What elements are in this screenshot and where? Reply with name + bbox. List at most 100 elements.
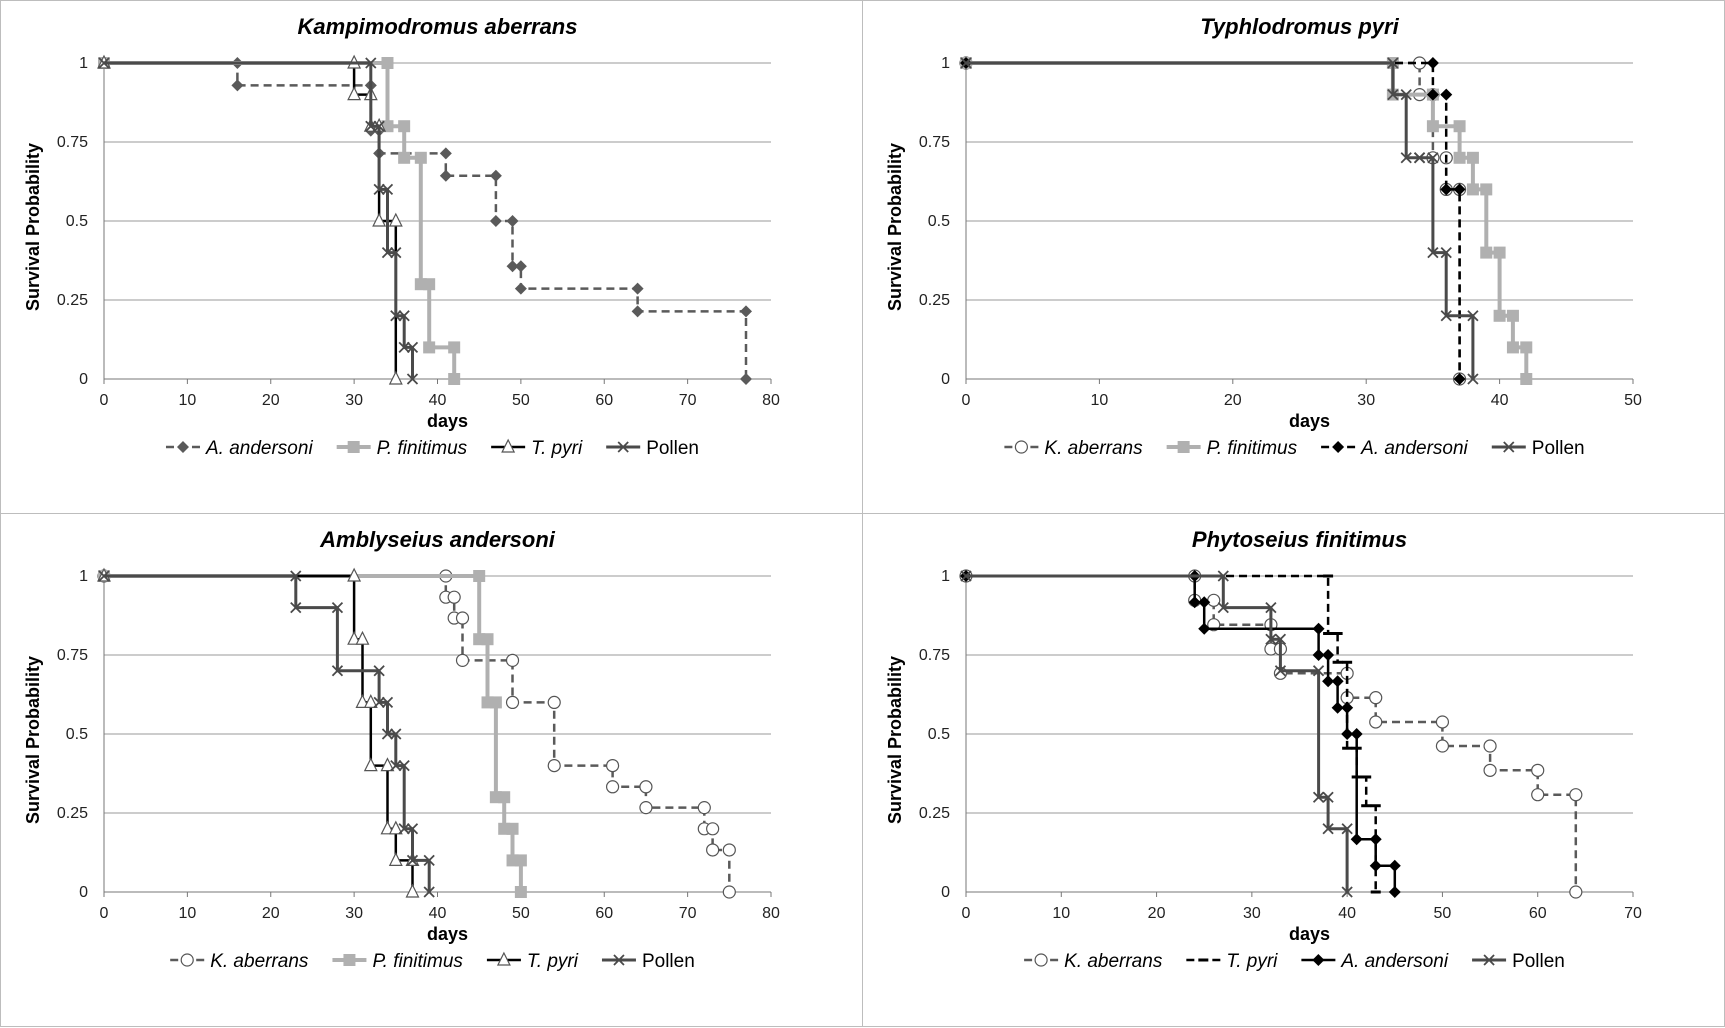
data-point: [290, 601, 302, 614]
data-point: [373, 120, 385, 132]
data-point: [1453, 183, 1466, 196]
data-point: [1322, 675, 1335, 688]
data-point: [1483, 763, 1497, 777]
y-tick-label: 0: [79, 884, 88, 901]
data-point: [380, 820, 395, 835]
x-tick-label: 50: [1434, 905, 1452, 922]
data-point: [373, 696, 385, 709]
legend-label: A. andersoni: [1340, 951, 1448, 972]
chart-panel-phytoseius-finitimus: Phytoseius finitimus 0 0.25 0.5 0.75 1 0 10 20 30…: [862, 513, 1725, 1027]
data-point: [423, 278, 436, 291]
data-point: [1341, 728, 1354, 740]
data-point: [489, 696, 502, 709]
data-point: [1453, 373, 1466, 385]
data-point: [506, 822, 519, 835]
y-tick-label: 0.75: [919, 134, 950, 151]
y-tick-label: 0.25: [57, 805, 88, 822]
data-point: [489, 169, 502, 182]
data-point: [505, 695, 520, 709]
legend: K. aberrans P. finitimus T. pyri Pollen: [170, 951, 695, 972]
data-point: [697, 801, 711, 815]
chart-panel-typhlodromus-pyri: Typhlodromus pyri 0 0.25 0.5 0.75 1 0 10 20 30 40 5…: [862, 0, 1725, 514]
x-tick-label: 0: [962, 905, 971, 922]
series-p-finitimus: [98, 570, 527, 898]
x-axis-label: days: [427, 924, 468, 944]
data-point: [388, 852, 403, 866]
data-point: [1312, 791, 1325, 803]
data-point: [380, 757, 395, 772]
x-tick-label: 50: [512, 392, 530, 409]
data-point: [1440, 246, 1452, 259]
data-point: [439, 147, 452, 160]
data-point: [388, 370, 403, 385]
y-tick-label: 0.75: [57, 134, 88, 151]
y-tick-label: 0.25: [919, 805, 950, 822]
data-point: [498, 791, 511, 804]
data-point: [1188, 596, 1201, 609]
data-point: [1341, 701, 1354, 714]
data-point: [1387, 88, 1399, 101]
x-tick-label: 30: [1243, 905, 1261, 922]
data-point: [347, 567, 362, 582]
data-point: [398, 823, 410, 835]
data-point: [631, 305, 644, 318]
x-tick-label: 70: [679, 392, 697, 409]
data-point: [390, 246, 402, 259]
data-point: [455, 611, 470, 625]
chart-title: Typhlodromus pyri: [1200, 14, 1399, 39]
legend-marker: [501, 438, 516, 453]
data-point: [423, 341, 436, 354]
data-point: [388, 820, 403, 835]
data-point: [355, 630, 370, 645]
data-point: [1427, 152, 1439, 164]
legend-marker: [496, 951, 511, 966]
data-point: [1506, 341, 1519, 354]
legend-label: K. aberrans: [1044, 438, 1143, 459]
data-point: [1453, 120, 1466, 133]
x-tick-label: 70: [1624, 905, 1642, 922]
x-tick-label: 40: [1491, 392, 1509, 409]
data-point: [473, 570, 486, 582]
x-tick-label: 80: [762, 392, 780, 409]
data-point: [414, 151, 427, 164]
x-tick-label: 10: [1091, 392, 1109, 409]
x-tick-label: 0: [100, 905, 109, 922]
data-point: [447, 590, 461, 604]
x-tick-label: 30: [345, 905, 363, 922]
data-point: [390, 759, 402, 772]
data-point: [506, 260, 519, 273]
y-tick-label: 1: [941, 55, 950, 72]
data-point: [639, 801, 653, 815]
legend-marker: [176, 441, 189, 453]
y-tick-label: 1: [79, 55, 88, 72]
data-point: [1322, 791, 1334, 803]
data-point: [381, 696, 394, 709]
data-point: [381, 246, 394, 259]
x-tick-label: 0: [100, 392, 109, 409]
data-point: [448, 373, 461, 385]
data-point: [1435, 739, 1450, 753]
data-point: [1198, 596, 1211, 609]
y-tick-label: 0: [941, 371, 950, 388]
x-tick-label: 0: [962, 392, 971, 409]
x-tick-label: 10: [178, 905, 196, 922]
data-point: [514, 886, 527, 898]
data-point: [1569, 788, 1583, 802]
data-point: [1322, 823, 1334, 835]
legend-label: Pollen: [642, 951, 695, 972]
data-point: [423, 854, 435, 867]
y-tick-label: 1: [79, 568, 88, 585]
y-axis-label: Survival Probability: [23, 656, 43, 824]
data-point: [373, 665, 385, 677]
y-tick-label: 0.75: [57, 647, 88, 664]
data-point: [605, 759, 620, 773]
data-point: [98, 570, 110, 582]
data-point: [1453, 151, 1466, 164]
data-point: [1467, 373, 1479, 385]
x-tick-label: 40: [429, 392, 447, 409]
legend-marker: [1014, 440, 1028, 454]
data-point: [1426, 88, 1439, 101]
data-point: [1369, 691, 1383, 705]
